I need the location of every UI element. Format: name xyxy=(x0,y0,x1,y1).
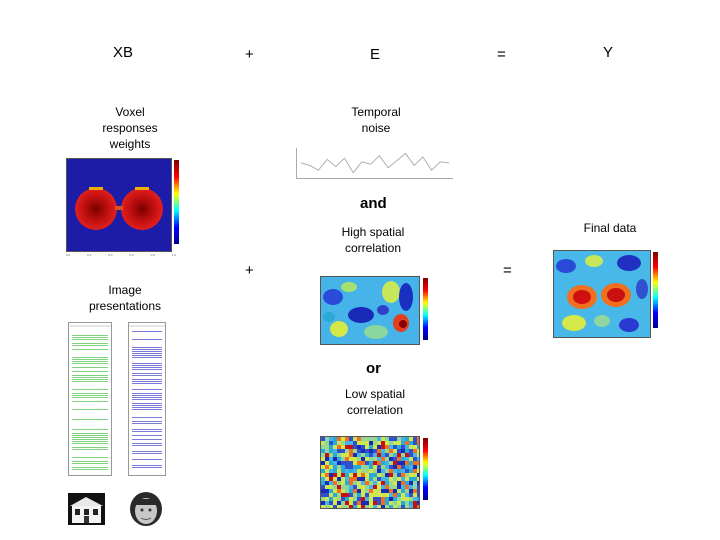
voxel-caption-line1: Voxel xyxy=(115,105,145,119)
high-spatial-colorbar xyxy=(423,278,428,340)
low-spatial-correlation-map xyxy=(320,436,420,509)
plus-operator-top: + xyxy=(245,46,254,63)
high-caption-line1: High spatial xyxy=(341,225,405,239)
high-caption-line2: correlation xyxy=(344,241,402,255)
image-caption-line2: presentations xyxy=(88,299,162,313)
image-presentations-caption: Image presentations xyxy=(70,282,180,314)
high-spatial-svg xyxy=(321,277,419,344)
voxel-x-ticks: 0.0 0.2 0.4 0.6 0.8 1.0 xyxy=(66,253,176,257)
green-stimulus-raster xyxy=(68,322,112,476)
voxel-caption-line2: responses xyxy=(102,121,158,135)
blue-raster-svg xyxy=(129,325,165,468)
or-label: or xyxy=(366,360,381,377)
face-photo-icon xyxy=(128,491,164,527)
temporal-noise-line xyxy=(300,152,450,174)
final-data-svg xyxy=(554,251,650,337)
low-spatial-caption: Low spatial correlation xyxy=(320,386,430,418)
temporal-noise-plot xyxy=(296,148,453,179)
blue-stimulus-raster xyxy=(128,322,166,476)
green-raster-svg xyxy=(69,325,111,470)
final-data-caption: Final data xyxy=(583,221,637,235)
plus-operator-middle: + xyxy=(245,262,254,279)
term-xb: XB xyxy=(113,44,134,61)
final-data-colorbar xyxy=(653,252,658,328)
final-data-map xyxy=(553,250,651,338)
voxel-caption-line3: weights xyxy=(109,137,151,151)
and-label: and xyxy=(360,195,387,212)
low-spatial-colorbar xyxy=(423,438,428,500)
voxel-weights-map xyxy=(66,158,172,252)
low-caption-line1: Low spatial xyxy=(344,387,406,401)
voxel-weights-svg xyxy=(67,159,171,251)
voxel-weights-caption: Voxel responses weights xyxy=(80,104,180,152)
term-e: E xyxy=(370,46,381,63)
equals-operator-middle: = xyxy=(503,262,512,279)
temporal-caption-line2: noise xyxy=(361,121,391,135)
house-photo-icon xyxy=(68,493,105,525)
image-caption-line1: Image xyxy=(108,283,142,297)
temporal-noise-caption: Temporal noise xyxy=(326,104,426,136)
voxel-blob-left xyxy=(75,188,117,230)
temporal-noise-svg xyxy=(300,152,450,174)
equals-operator-top: = xyxy=(497,46,506,63)
low-caption-line2: correlation xyxy=(346,403,404,417)
temporal-caption-line1: Temporal xyxy=(351,105,401,119)
high-spatial-correlation-map xyxy=(320,276,420,345)
term-y: Y xyxy=(603,44,614,61)
high-spatial-caption: High spatial correlation xyxy=(318,224,428,256)
low-spatial-svg xyxy=(321,437,419,508)
voxel-blob-right xyxy=(121,188,163,230)
voxel-colorbar xyxy=(174,160,179,244)
